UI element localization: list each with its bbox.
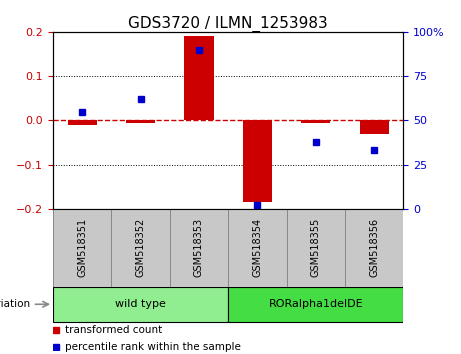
Text: genotype/variation: genotype/variation [0, 299, 31, 309]
Bar [68, 120, 97, 125]
Bar [112, 209, 170, 287]
Bar [360, 120, 389, 133]
Bar [184, 36, 213, 120]
Text: transformed count: transformed count [65, 325, 162, 335]
Bar [53, 209, 112, 287]
Bar [228, 209, 287, 287]
Text: GSM518353: GSM518353 [194, 218, 204, 278]
Text: GSM518354: GSM518354 [252, 218, 262, 278]
Bar [243, 120, 272, 202]
Text: RORalpha1delDE: RORalpha1delDE [268, 299, 363, 309]
Bar [301, 120, 331, 122]
Text: percentile rank within the sample: percentile rank within the sample [65, 342, 241, 352]
Bar [126, 120, 155, 122]
Text: GSM518351: GSM518351 [77, 218, 87, 278]
Title: GDS3720 / ILMN_1253983: GDS3720 / ILMN_1253983 [128, 16, 328, 32]
Bar [53, 287, 228, 322]
Text: GSM518356: GSM518356 [369, 218, 379, 278]
Text: GSM518352: GSM518352 [136, 218, 146, 278]
Text: GSM518355: GSM518355 [311, 218, 321, 278]
Bar [228, 287, 403, 322]
Bar [170, 209, 228, 287]
Text: wild type: wild type [115, 299, 166, 309]
Bar [345, 209, 403, 287]
Bar [287, 209, 345, 287]
